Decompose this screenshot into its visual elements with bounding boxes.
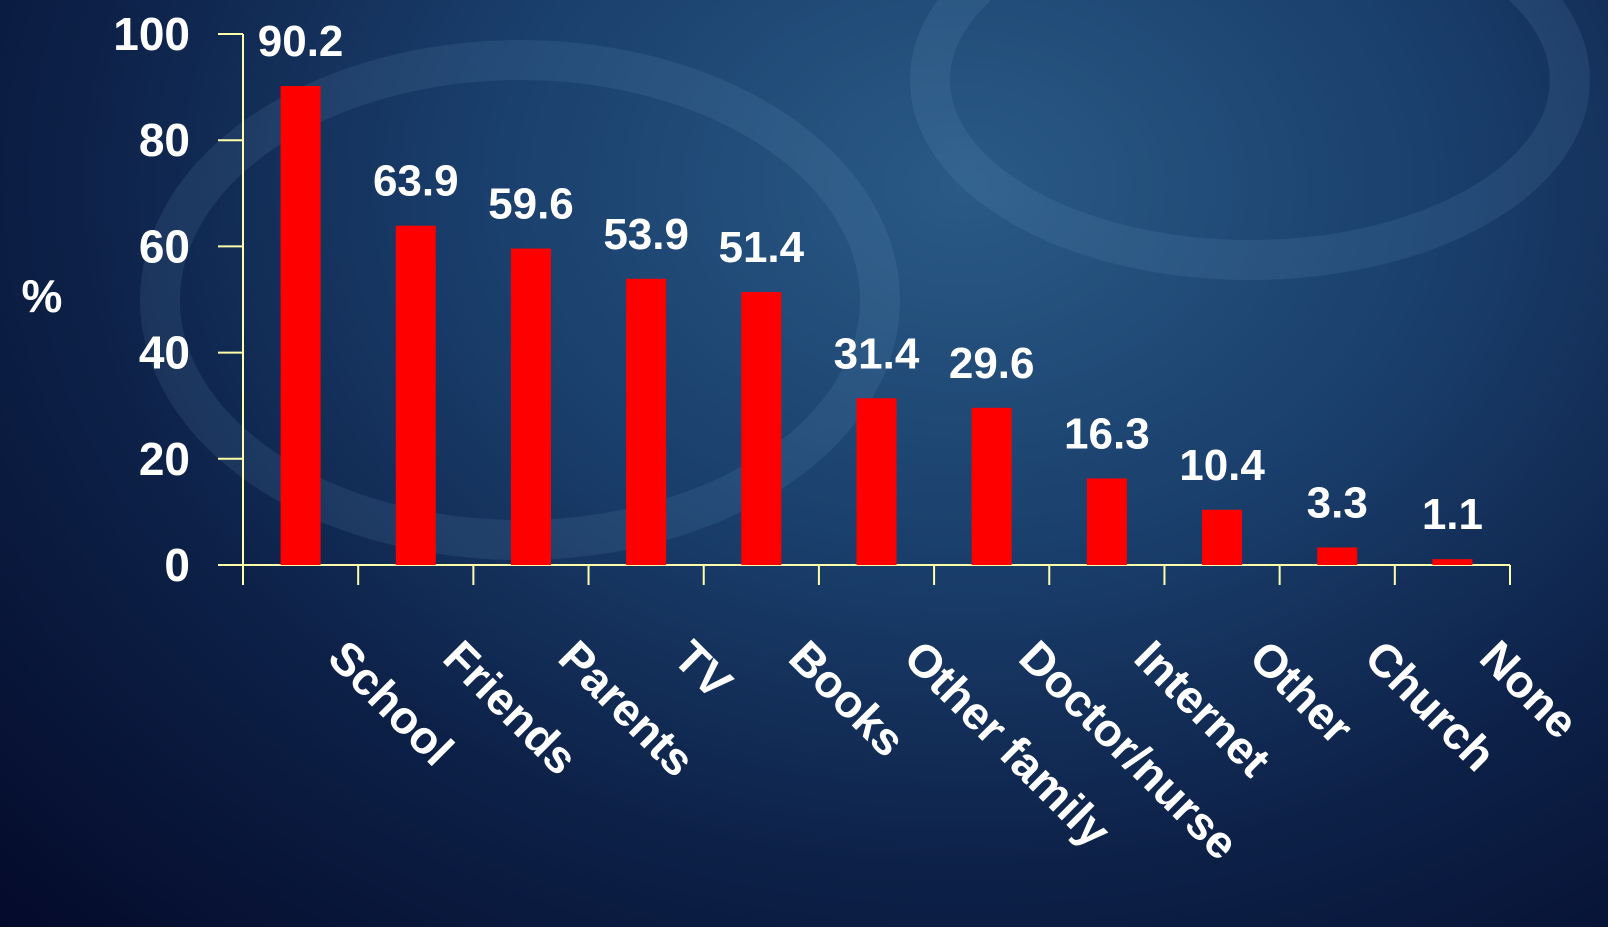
category-label: TV bbox=[664, 630, 743, 709]
data-label: 31.4 bbox=[834, 329, 920, 378]
bar bbox=[280, 86, 321, 566]
background-swirl bbox=[910, 0, 1590, 280]
bar bbox=[1432, 559, 1473, 565]
y-tick-label: 0 bbox=[164, 539, 190, 591]
bar bbox=[1317, 547, 1358, 565]
y-tick-label: 80 bbox=[139, 114, 190, 166]
bar bbox=[1086, 478, 1127, 565]
y-axis-ticks: 0 20 40 60 80 100 bbox=[113, 8, 243, 591]
data-label: 53.9 bbox=[603, 210, 689, 259]
bar bbox=[626, 278, 667, 565]
data-label: 59.6 bbox=[488, 180, 574, 229]
bar bbox=[856, 398, 897, 565]
y-axis-label: % bbox=[22, 270, 63, 322]
bar bbox=[971, 407, 1012, 565]
x-axis-ticks bbox=[242, 565, 1511, 585]
data-label: 16.3 bbox=[1064, 409, 1150, 458]
bar bbox=[395, 225, 436, 566]
bars bbox=[280, 86, 1473, 566]
bar bbox=[1202, 509, 1243, 565]
y-tick-label: 100 bbox=[113, 8, 190, 60]
data-label: 90.2 bbox=[258, 17, 344, 66]
category-label: Books bbox=[779, 630, 915, 766]
data-label: 63.9 bbox=[373, 157, 459, 206]
data-label: 51.4 bbox=[718, 223, 804, 272]
category-label: School bbox=[319, 630, 464, 775]
y-tick-label: 60 bbox=[139, 220, 190, 272]
bar bbox=[741, 292, 782, 565]
y-tick-label: 20 bbox=[139, 433, 190, 485]
data-label: 10.4 bbox=[1179, 441, 1265, 490]
data-labels: 90.2 63.9 59.6 53.9 51.4 31.4 29.6 16.3 10.4 3.3 1… bbox=[258, 17, 1483, 539]
bar bbox=[510, 248, 551, 566]
y-tick-label: 40 bbox=[139, 327, 190, 379]
data-label: 1.1 bbox=[1422, 490, 1483, 539]
data-label: 29.6 bbox=[949, 339, 1035, 388]
data-label: 3.3 bbox=[1307, 478, 1368, 527]
